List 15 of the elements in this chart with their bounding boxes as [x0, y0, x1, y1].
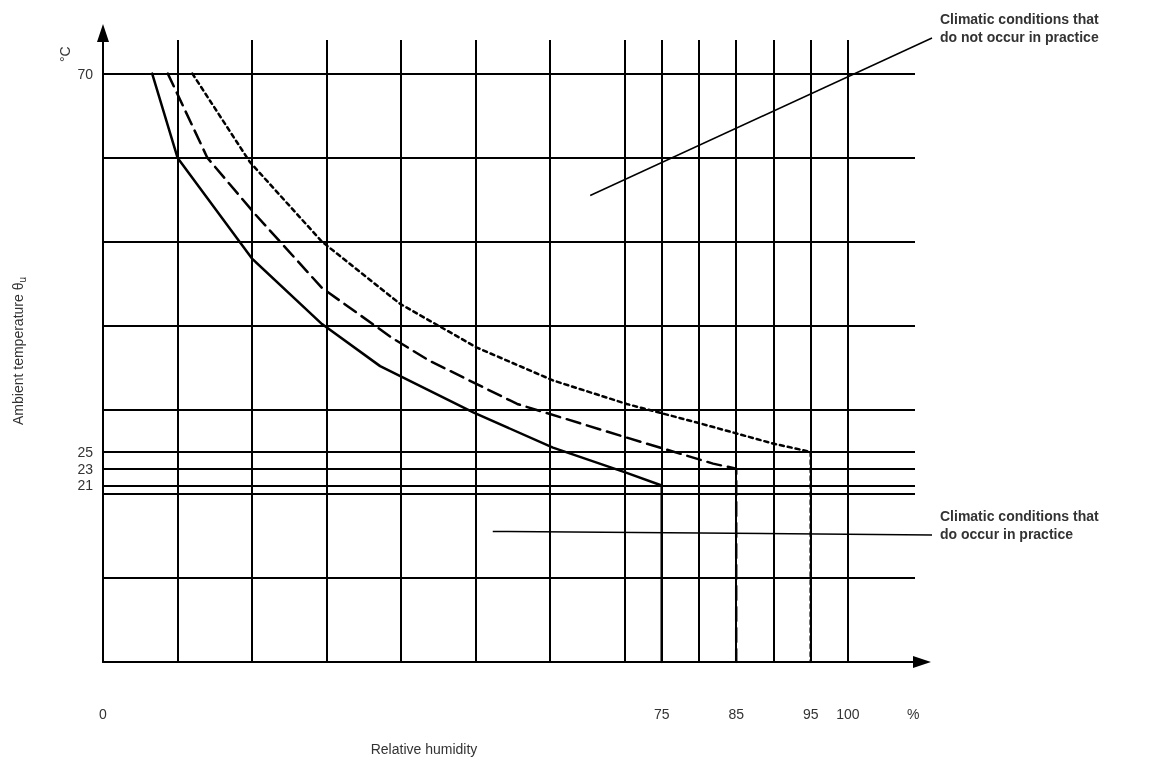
x-tick-label: 75 [653, 706, 670, 722]
text: Climatic conditions that do not occur in practice [940, 11, 1103, 45]
y-tick-label: 21 [77, 477, 94, 494]
x-tick-label: 95 [802, 706, 819, 722]
x-tick-label: 100 [836, 706, 860, 722]
x-tick-label: 0 [99, 706, 108, 722]
x-tick-label: 85 [728, 706, 745, 722]
y-tick-label: 23 [77, 460, 94, 477]
text: Climatic conditions that do occur in practice [940, 508, 1103, 542]
y-tick-label: 70 [77, 65, 94, 82]
y-tick-label: 25 [77, 443, 94, 460]
y-axis-title: Ambient temperature θu [10, 277, 28, 425]
x-axis-title: Relative humidity [370, 741, 478, 757]
text: % [907, 706, 920, 722]
text: °C [57, 46, 73, 62]
